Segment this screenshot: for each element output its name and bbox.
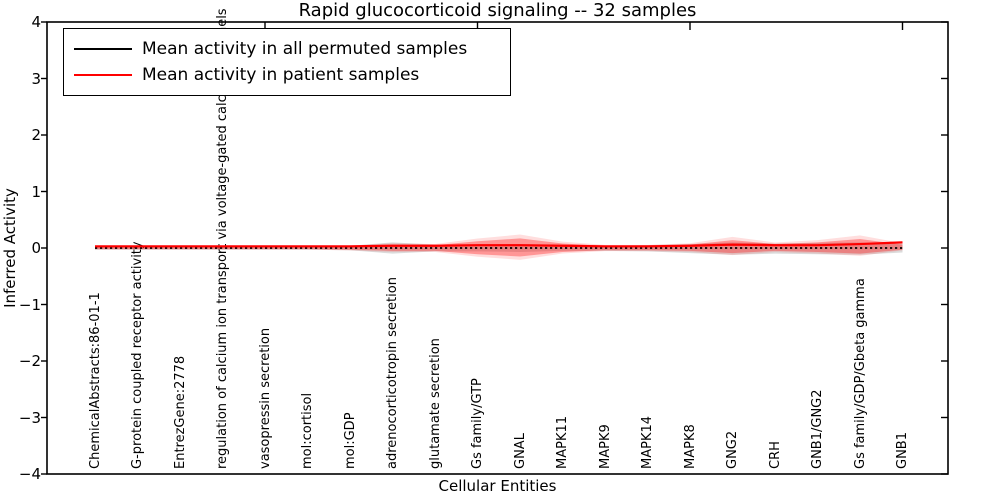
legend-label-patient: Mean activity in patient samples: [142, 65, 420, 85]
x-tick-label: Gs family/GTP: [470, 378, 485, 469]
x-tick-label: mol:cortisol: [300, 392, 315, 469]
x-tick-label: vasopressin secretion: [257, 327, 273, 469]
legend-line-red: [74, 74, 132, 76]
y-tick-label: 3: [31, 69, 41, 88]
x-tick-label: MAPK11: [555, 415, 570, 469]
x-tick-label: MAPK8: [682, 424, 698, 469]
y-tick-label: −4: [18, 465, 41, 483]
y-tick-label: −3: [18, 408, 41, 427]
legend: Mean activity in all permuted samples Me…: [63, 28, 511, 96]
x-tick-label: GNG2: [725, 430, 740, 469]
x-axis-label: Cellular Entities: [438, 477, 557, 495]
chart-title: Rapid glucocorticoid signaling -- 32 sam…: [298, 0, 697, 21]
x-tick-label: Gs family/GDP/Gbeta gamma: [852, 278, 868, 469]
x-tick-label: CRH: [767, 441, 783, 469]
x-tick-label: mol:GDP: [342, 412, 358, 469]
y-tick-label: −2: [18, 352, 41, 370]
x-tick-label: ChemicalAbstracts:86-01-1: [87, 292, 103, 469]
y-tick-label: 2: [31, 126, 41, 144]
x-tick-label: GNB1/GNG2: [810, 389, 825, 469]
x-tick-label: MAPK9: [597, 424, 613, 469]
y-tick-label: −1: [18, 295, 41, 314]
x-tick-label: GNAL: [512, 433, 528, 469]
y-tick-label: 0: [31, 239, 41, 257]
legend-item-patient: Mean activity in patient samples: [74, 65, 510, 85]
legend-label-permuted: Mean activity in all permuted samples: [142, 39, 468, 59]
x-tick-label: GNB1: [895, 432, 910, 469]
y-tick-label: 1: [31, 182, 41, 201]
y-tick-label: 4: [31, 13, 41, 31]
x-tick-label: EntrezGene:2778: [172, 355, 188, 469]
legend-line-black: [74, 48, 132, 50]
x-tick-label: G-protein coupled receptor activity: [130, 241, 145, 469]
x-tick-label: MAPK14: [640, 415, 655, 469]
x-tick-label: glutamate secretion: [427, 338, 443, 469]
legend-item-permuted: Mean activity in all permuted samples: [74, 39, 510, 59]
x-tick-label: adrenocorticotropin secretion: [385, 277, 400, 469]
